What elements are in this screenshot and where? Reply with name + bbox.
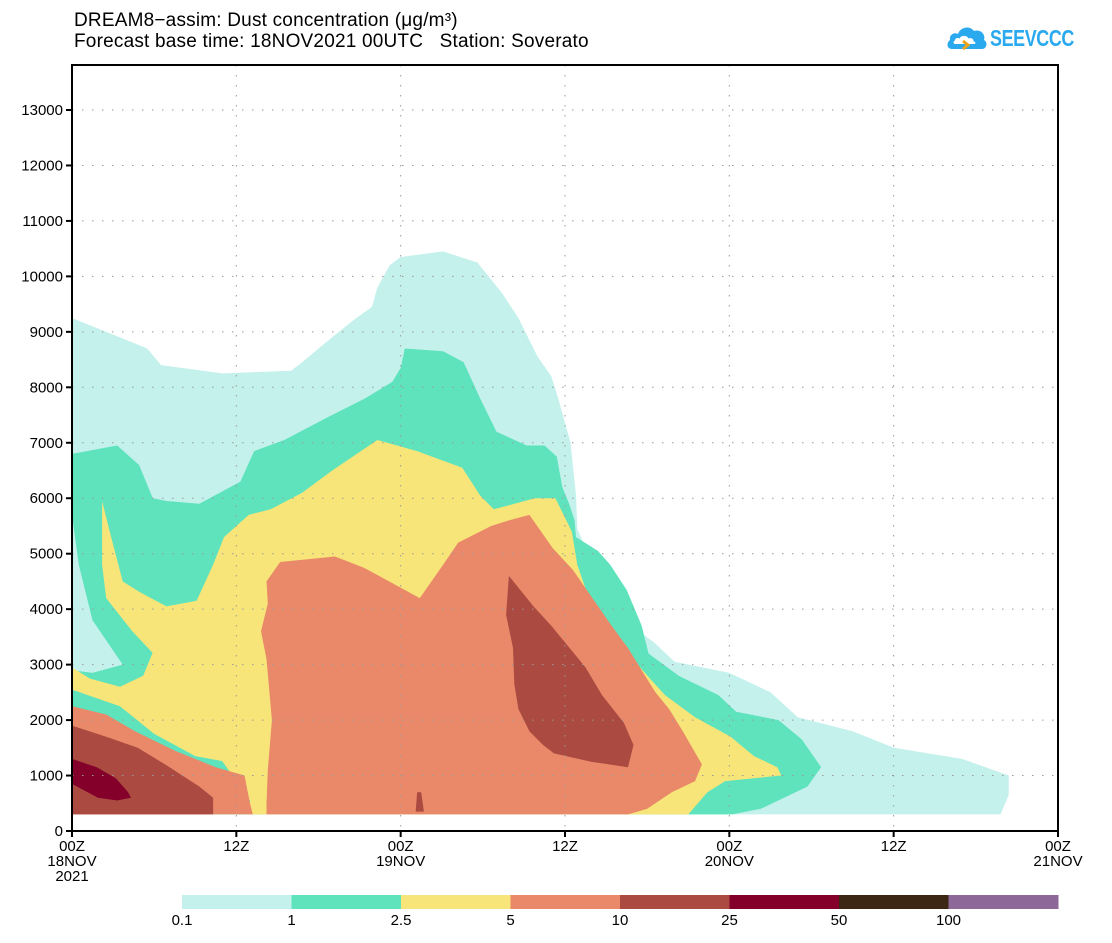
contour-region-level-3	[261, 514, 702, 815]
x-tick-label: 12Z	[552, 838, 578, 855]
y-tick-label: 4000	[30, 601, 63, 618]
colorbar-label: 2.5	[391, 912, 412, 929]
contour-regions	[72, 251, 1009, 815]
x-tick-label: 2021	[55, 868, 88, 885]
x-tick-label: 00Z	[716, 838, 742, 855]
colorbar-label: 0.1	[172, 912, 193, 929]
y-tick-label: 6000	[30, 490, 63, 507]
colorbar-swatch	[620, 895, 730, 909]
colorbar-swatch	[401, 895, 511, 909]
colorbar-swatch	[948, 895, 1059, 909]
y-tick-label: 13000	[21, 102, 63, 119]
y-tick-label: 9000	[30, 324, 63, 341]
logo-text: SEEVCCC	[990, 24, 1075, 51]
y-tick-label: 12000	[21, 157, 63, 174]
colorbar-label: 1	[287, 912, 295, 929]
chart-title: DREAM8−assim: Dust concentration (μg/m³)	[74, 10, 458, 31]
contour-region-level-5	[72, 758, 131, 801]
contour-region-level-4	[415, 792, 424, 812]
colorbar-label: 25	[721, 912, 738, 929]
x-tick-label: 19NOV	[376, 853, 425, 870]
colorbar-label: 10	[612, 912, 629, 929]
colorbar-label: 100	[936, 912, 961, 929]
seevccc-logo: SEEVCCC	[946, 18, 1106, 58]
colorbar-swatch	[182, 895, 292, 909]
colorbar-swatch	[839, 895, 949, 909]
y-tick-label: 2000	[30, 712, 63, 729]
x-tick-label: 20NOV	[705, 853, 754, 870]
x-tick-label: 00Z	[388, 838, 414, 855]
colorbar-swatch	[729, 895, 840, 909]
x-tick-label: 00Z	[1045, 838, 1071, 855]
contour-region-level-4	[506, 575, 634, 768]
chart-title-block: DREAM8−assim: Dust concentration (μg/m³)…	[74, 10, 589, 52]
y-tick-label: 5000	[30, 546, 63, 563]
x-tick-label: 21NOV	[1033, 853, 1082, 870]
x-tick-label: 12Z	[223, 838, 249, 855]
colorbar-label: 50	[831, 912, 848, 929]
colorbar-swatch	[510, 895, 621, 909]
y-tick-label: 7000	[30, 435, 63, 452]
colorbar-swatch	[291, 895, 402, 909]
y-tick-label: 0	[55, 823, 63, 840]
x-tick-label: 12Z	[881, 838, 907, 855]
x-tick-label: 18NOV	[47, 853, 96, 870]
y-tick-label: 10000	[21, 268, 63, 285]
x-tick-label: 00Z	[59, 838, 85, 855]
cloud-icon	[947, 27, 987, 51]
y-tick-label: 3000	[30, 657, 63, 674]
y-axis: 0 1000 2000 3000 4000 5000 6000 7000 8000 9000 100…	[21, 102, 72, 840]
y-tick-label: 11000	[22, 213, 63, 230]
chart-subtitle: Forecast base time: 18NOV2021 00UTC Stat…	[74, 31, 589, 52]
colorbar-label: 5	[506, 912, 514, 929]
y-tick-label: 8000	[30, 379, 63, 396]
y-tick-label: 1000	[30, 768, 63, 785]
colorbar: 0.1 1 2.5 5 10 25 50 100	[172, 895, 1059, 929]
contour-region-level-2	[72, 642, 255, 765]
